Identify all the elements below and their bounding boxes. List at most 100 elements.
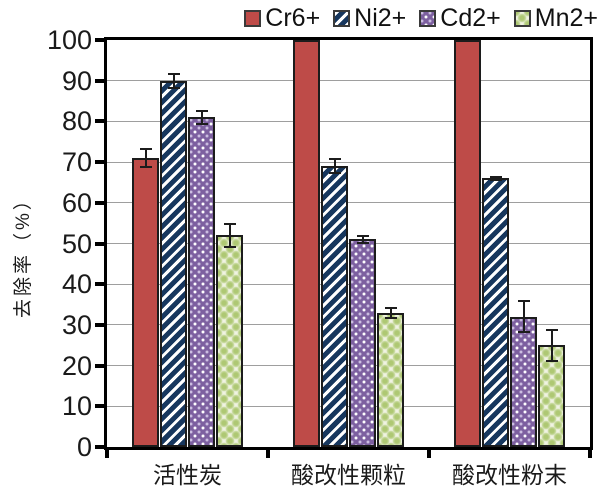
y-tick-80 bbox=[95, 119, 104, 124]
bar-Ni2+-酸改性粉末 bbox=[482, 178, 509, 447]
error-bar-Mn2+-活性炭 bbox=[223, 223, 236, 248]
gridline-20 bbox=[107, 365, 590, 367]
error-bar-cap bbox=[223, 223, 236, 226]
y-tick-label-10: 10 bbox=[61, 391, 92, 422]
error-bar-cap bbox=[489, 175, 502, 178]
error-bar-Ni2+-酸改性粉末 bbox=[489, 175, 502, 182]
error-bar-Cd2+-酸改性颗粒 bbox=[356, 234, 369, 245]
chart-legend: Cr6+ Ni2+ Cd2+ Mn2+ bbox=[244, 5, 598, 31]
y-tick-label-20: 20 bbox=[61, 350, 92, 381]
error-bar-Cr6+-活性炭 bbox=[139, 147, 152, 169]
y-tick-70 bbox=[95, 160, 104, 165]
error-bar-line bbox=[172, 74, 175, 87]
error-bar-Mn2+-酸改性颗粒 bbox=[384, 306, 397, 319]
gridline-50 bbox=[107, 243, 590, 244]
error-bar-cap bbox=[195, 110, 208, 112]
error-bar-cap bbox=[223, 245, 236, 248]
x-tick-1 bbox=[266, 450, 270, 458]
error-bar-cap bbox=[489, 179, 502, 182]
error-bar-line bbox=[494, 177, 497, 180]
error-bar-Ni2+-酸改性颗粒 bbox=[328, 158, 341, 175]
bar-Ni2+-活性炭 bbox=[160, 80, 187, 447]
x-tick-0 bbox=[105, 450, 109, 458]
legend-item-Cr6+: Cr6+ bbox=[244, 5, 320, 31]
x-tick-3 bbox=[588, 450, 592, 458]
bar-Mn2+-酸改性颗粒 bbox=[377, 312, 404, 447]
error-bar-cap bbox=[517, 300, 530, 303]
gridline-40 bbox=[107, 283, 590, 285]
error-bar-Mn2+-酸改性粉末 bbox=[545, 328, 558, 362]
legend-swatch-Ni2+ bbox=[333, 9, 351, 27]
y-tick-label-40: 40 bbox=[61, 269, 92, 300]
error-bar-Ni2+-活性炭 bbox=[167, 72, 180, 89]
error-bar-cap bbox=[384, 306, 397, 309]
error-bar-cap bbox=[195, 122, 208, 125]
gridline-30 bbox=[107, 324, 590, 326]
error-bar-cap bbox=[356, 242, 369, 245]
legend-swatch-Mn2+ bbox=[513, 9, 531, 27]
legend-swatch-Cr6+ bbox=[244, 9, 262, 27]
y-tick-20 bbox=[95, 363, 104, 368]
legend-item-Ni2+: Ni2+ bbox=[333, 5, 406, 31]
legend-swatch-Cd2+ bbox=[419, 9, 437, 27]
bar-Cd2+-活性炭 bbox=[188, 117, 215, 447]
y-tick-30 bbox=[95, 322, 104, 327]
y-tick-0 bbox=[95, 445, 104, 449]
error-bar-line bbox=[361, 236, 364, 243]
legend-label: Cd2+ bbox=[440, 4, 501, 32]
error-bar-cap bbox=[167, 72, 180, 75]
y-tick-label-60: 60 bbox=[61, 187, 92, 218]
error-bar-line bbox=[389, 308, 392, 317]
y-tick-90 bbox=[95, 78, 104, 83]
bar-Cd2+-酸改性粉末 bbox=[510, 316, 537, 447]
error-bar-cap bbox=[517, 331, 530, 334]
error-bar-line bbox=[522, 302, 525, 332]
error-bar-line bbox=[228, 225, 231, 246]
error-bar-line bbox=[200, 112, 203, 123]
y-tick-label-50: 50 bbox=[61, 228, 92, 259]
error-bar-Cd2+-活性炭 bbox=[195, 110, 208, 125]
x-category-label: 活性炭 bbox=[153, 462, 222, 488]
error-bar-cap bbox=[139, 147, 152, 150]
error-bar-cap bbox=[139, 166, 152, 169]
y-tick-label-80: 80 bbox=[61, 106, 92, 137]
legend-item-Cd2+: Cd2+ bbox=[419, 4, 501, 32]
bar-Cr6+-酸改性颗粒 bbox=[293, 40, 320, 447]
error-bar-cap bbox=[328, 158, 341, 161]
bar-Cr6+-酸改性粉末 bbox=[454, 40, 481, 447]
y-tick-50 bbox=[95, 241, 104, 246]
gridline-90 bbox=[107, 80, 590, 82]
error-bar-cap bbox=[167, 86, 180, 89]
y-tick-40 bbox=[95, 282, 104, 287]
error-bar-cap bbox=[328, 172, 341, 175]
error-bar-cap bbox=[545, 359, 558, 362]
y-tick-100 bbox=[95, 38, 104, 42]
bar-Cr6+-活性炭 bbox=[132, 158, 159, 447]
y-tick-10 bbox=[95, 404, 104, 409]
error-bar-cap bbox=[384, 316, 397, 319]
gridline-70 bbox=[107, 161, 590, 163]
gridline-10 bbox=[107, 405, 590, 407]
gridline-80 bbox=[107, 120, 590, 122]
error-bar-Cd2+-酸改性粉末 bbox=[517, 300, 530, 334]
legend-label: Cr6+ bbox=[265, 4, 321, 32]
legend-label: Ni2+ bbox=[354, 4, 407, 32]
error-bar-line bbox=[333, 160, 336, 173]
bar-Ni2+-酸改性颗粒 bbox=[321, 166, 348, 447]
gridline-60 bbox=[107, 202, 590, 204]
x-tick-2 bbox=[427, 450, 431, 458]
y-tick-label-70: 70 bbox=[61, 147, 92, 178]
x-category-label: 酸改性颗粒 bbox=[291, 462, 406, 488]
legend-label: Mn2+ bbox=[534, 4, 598, 32]
bar-Mn2+-活性炭 bbox=[216, 235, 243, 447]
y-tick-label-30: 30 bbox=[61, 309, 92, 340]
plot-area bbox=[104, 37, 593, 450]
legend-item-Mn2+: Mn2+ bbox=[513, 4, 598, 32]
y-tick-label-90: 90 bbox=[61, 65, 92, 96]
bar-Cd2+-酸改性颗粒 bbox=[349, 239, 376, 447]
error-bar-line bbox=[144, 149, 147, 167]
error-bar-cap bbox=[356, 234, 369, 237]
error-bar-line bbox=[550, 330, 553, 360]
y-tick-label-100: 100 bbox=[46, 25, 92, 55]
